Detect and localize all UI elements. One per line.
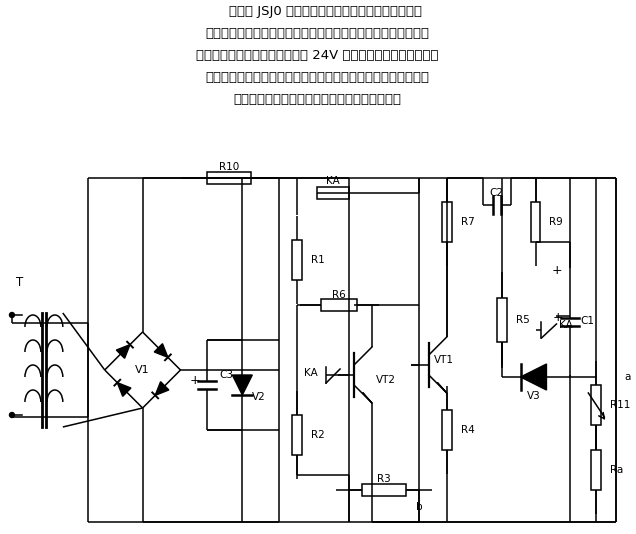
Bar: [292, 415, 302, 455]
Bar: [292, 240, 302, 280]
Text: C2: C2: [490, 188, 504, 198]
Bar: [362, 484, 406, 496]
Text: KA: KA: [305, 368, 318, 378]
Bar: [530, 202, 541, 242]
Text: Ra: Ra: [611, 465, 623, 475]
Text: 采用了电容量稳定的钽电解电容，又在定时器和触发器间采用了: 采用了电容量稳定的钽电解电容，又在定时器和触发器间采用了: [205, 71, 429, 84]
Text: R11: R11: [611, 400, 631, 410]
Polygon shape: [155, 382, 169, 395]
Text: 所示为 JSJ0 型晶体管时间继电器电路。继电器电路: 所示为 JSJ0 型晶体管时间继电器电路。继电器电路: [212, 5, 422, 18]
Text: C1: C1: [581, 317, 595, 326]
Text: KA: KA: [560, 320, 573, 330]
Polygon shape: [363, 392, 372, 403]
Bar: [591, 450, 601, 490]
Text: R5: R5: [516, 315, 529, 325]
Text: KA: KA: [326, 176, 340, 186]
Bar: [591, 385, 601, 425]
Text: VT2: VT2: [376, 375, 396, 385]
Text: T: T: [17, 276, 24, 288]
Text: +: +: [551, 264, 562, 278]
Polygon shape: [116, 344, 130, 358]
Bar: [321, 299, 357, 311]
Text: R2: R2: [311, 430, 325, 440]
Text: R4: R4: [460, 425, 474, 435]
Text: V2: V2: [252, 392, 266, 402]
Text: R7: R7: [460, 217, 474, 227]
Bar: [442, 410, 452, 450]
Circle shape: [10, 312, 15, 318]
Text: R6: R6: [332, 290, 346, 300]
Text: a: a: [625, 372, 631, 382]
Bar: [207, 172, 251, 184]
Bar: [442, 202, 452, 242]
Text: +: +: [552, 311, 563, 324]
Text: V3: V3: [527, 391, 541, 401]
Text: 硅二极管做阀，因此可以达到较高的延时精度。: 硅二极管做阀，因此可以达到较高的延时精度。: [233, 93, 401, 106]
Text: C3: C3: [219, 370, 233, 380]
Text: 由整流电源、定时器、晶体管单稳态触发器和执行中间继电器等: 由整流电源、定时器、晶体管单稳态触发器和执行中间继电器等: [205, 27, 429, 40]
Text: R3: R3: [377, 474, 391, 484]
Text: R1: R1: [311, 255, 325, 265]
Text: b: b: [415, 502, 422, 512]
Polygon shape: [520, 364, 546, 390]
Text: R10: R10: [219, 162, 240, 172]
Polygon shape: [117, 383, 131, 396]
Text: R9: R9: [550, 217, 563, 227]
Text: VT1: VT1: [434, 355, 453, 365]
Polygon shape: [438, 382, 446, 393]
Bar: [317, 187, 349, 199]
Bar: [497, 298, 507, 342]
Polygon shape: [232, 375, 252, 395]
Polygon shape: [155, 344, 168, 357]
Circle shape: [10, 412, 15, 418]
Text: V1: V1: [135, 365, 150, 375]
Text: +: +: [189, 374, 200, 388]
Text: 四部分组成。整流电源给出直流 24V 供继电器工作，由于定时器: 四部分组成。整流电源给出直流 24V 供继电器工作，由于定时器: [196, 49, 438, 62]
